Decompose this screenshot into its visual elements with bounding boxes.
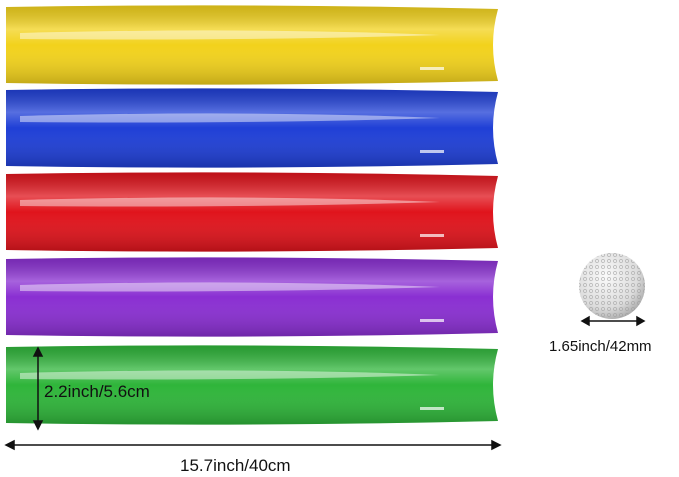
tube-purple <box>6 257 498 337</box>
length-label: 15.7inch/40cm <box>180 456 291 475</box>
length-arrow <box>4 439 502 451</box>
ball-diameter-arrow <box>580 315 646 327</box>
golf-ball <box>579 253 645 319</box>
tube-yellow <box>6 5 498 85</box>
tube-red <box>6 172 498 252</box>
height-arrow <box>32 346 44 431</box>
tube-green <box>6 345 498 425</box>
ball-diameter-label: 1.65inch/42mm <box>549 338 652 355</box>
height-label: 2.2inch/5.6cm <box>44 382 150 401</box>
tube-blue <box>6 88 498 168</box>
